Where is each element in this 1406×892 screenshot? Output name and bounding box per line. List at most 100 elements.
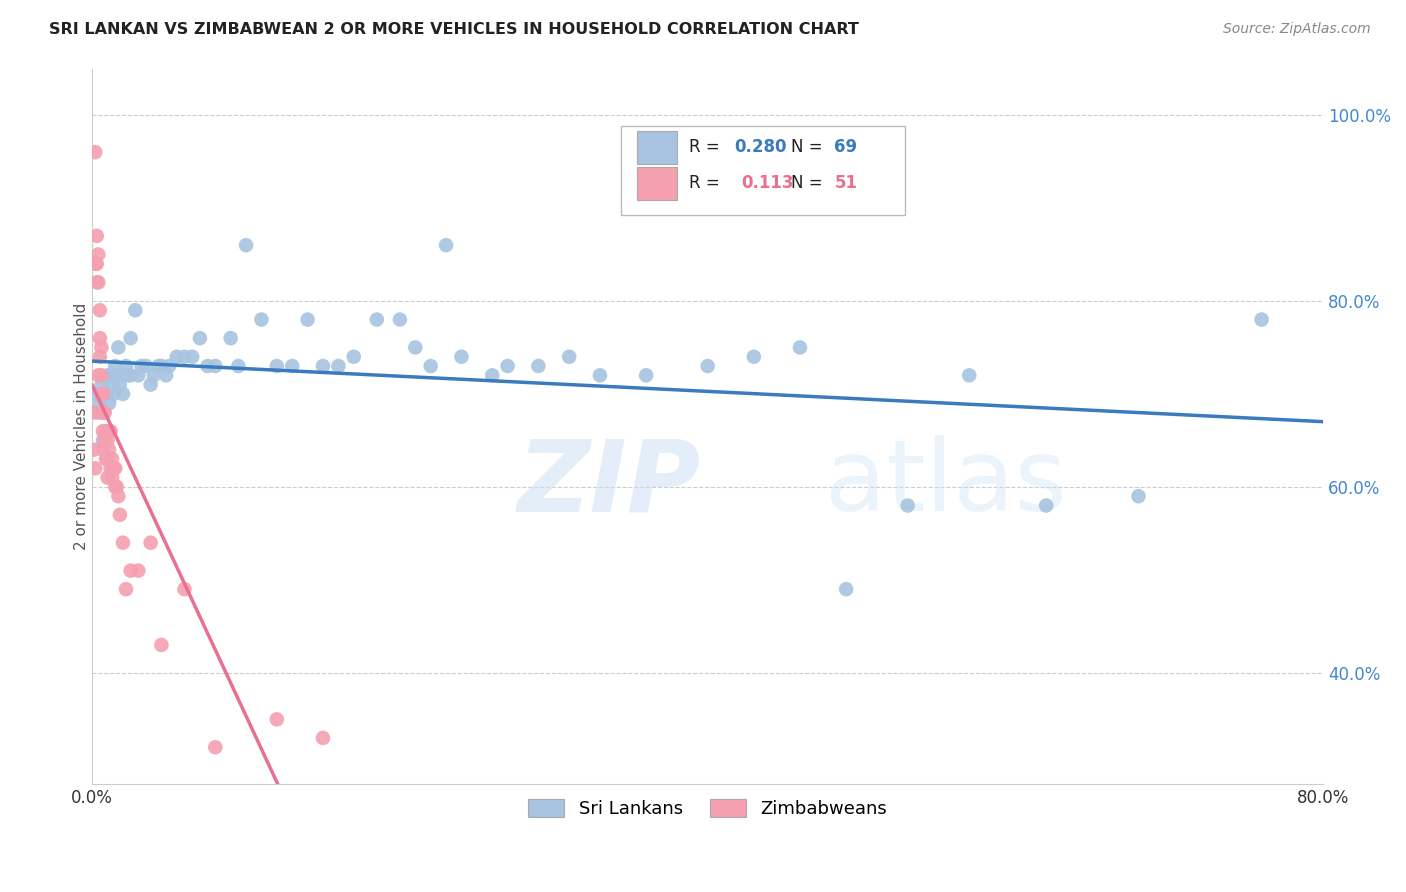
Point [1128, 489, 1150, 503]
Point [97, 368, 120, 383]
Point [450, 350, 472, 364]
Point [91, 405, 114, 419]
Point [150, 359, 173, 373]
Point [120, 368, 142, 383]
Point [84, 145, 107, 160]
Point [101, 470, 124, 484]
Point [93, 405, 115, 419]
Point [139, 377, 162, 392]
Text: N =: N = [792, 174, 828, 192]
Point [155, 368, 177, 383]
Point [897, 499, 920, 513]
Point [115, 582, 138, 597]
Point [97, 470, 120, 484]
Point [343, 350, 366, 364]
Point [404, 341, 426, 355]
Point [84, 461, 107, 475]
Point [297, 312, 319, 326]
Point [101, 452, 124, 467]
Point [150, 638, 173, 652]
Text: atlas: atlas [824, 435, 1066, 533]
Point [789, 341, 811, 355]
Point [103, 461, 125, 475]
Point [197, 359, 219, 373]
Text: 51: 51 [834, 174, 858, 192]
Point [228, 359, 250, 373]
Point [104, 359, 127, 373]
Point [481, 368, 503, 383]
Point [166, 350, 188, 364]
Point [111, 387, 134, 401]
Point [91, 387, 114, 401]
Point [139, 535, 162, 549]
Point [103, 387, 125, 401]
Point [388, 312, 411, 326]
Text: N =: N = [792, 138, 828, 156]
Point [235, 238, 257, 252]
Point [84, 257, 107, 271]
Point [87, 405, 110, 419]
Point [266, 712, 288, 726]
Point [127, 368, 149, 383]
Text: SRI LANKAN VS ZIMBABWEAN 2 OR MORE VEHICLES IN HOUSEHOLD CORRELATION CHART: SRI LANKAN VS ZIMBABWEAN 2 OR MORE VEHIC… [49, 22, 859, 37]
Point [696, 359, 718, 373]
Text: 0.113: 0.113 [741, 174, 793, 192]
Point [835, 582, 858, 597]
Text: ZIP: ZIP [517, 435, 700, 533]
Point [90, 368, 112, 383]
Point [181, 350, 204, 364]
Point [100, 461, 122, 475]
Point [94, 387, 117, 401]
Point [204, 740, 226, 755]
Point [107, 489, 129, 503]
FancyBboxPatch shape [637, 131, 676, 164]
Point [90, 405, 112, 419]
Point [142, 368, 165, 383]
Point [101, 377, 124, 392]
Point [107, 341, 129, 355]
Point [117, 368, 139, 383]
Point [89, 396, 111, 410]
Point [636, 368, 658, 383]
Point [87, 368, 110, 383]
Point [86, 387, 108, 401]
Point [148, 359, 170, 373]
Point [131, 359, 153, 373]
Point [108, 508, 131, 522]
Point [94, 452, 117, 467]
Point [104, 461, 127, 475]
Point [86, 276, 108, 290]
Point [86, 257, 108, 271]
Point [250, 312, 273, 326]
Text: 69: 69 [834, 138, 858, 156]
Point [957, 368, 980, 383]
Point [89, 350, 111, 364]
Point [91, 424, 114, 438]
Text: 0.280: 0.280 [735, 138, 787, 156]
Point [742, 350, 765, 364]
Point [98, 442, 121, 457]
Point [124, 303, 146, 318]
Point [527, 359, 550, 373]
Point [108, 377, 131, 392]
Point [87, 276, 110, 290]
FancyBboxPatch shape [637, 167, 676, 200]
Point [90, 341, 112, 355]
Point [98, 424, 121, 438]
Point [97, 434, 120, 448]
Point [1250, 312, 1272, 326]
Point [105, 480, 128, 494]
Point [104, 480, 127, 494]
Point [105, 368, 128, 383]
Point [266, 359, 288, 373]
Point [111, 535, 134, 549]
Point [188, 331, 211, 345]
Point [1035, 499, 1057, 513]
Point [87, 247, 110, 261]
Text: R =: R = [689, 138, 725, 156]
Point [93, 405, 115, 419]
Point [90, 387, 112, 401]
Point [419, 359, 441, 373]
Point [100, 368, 122, 383]
Point [89, 331, 111, 345]
